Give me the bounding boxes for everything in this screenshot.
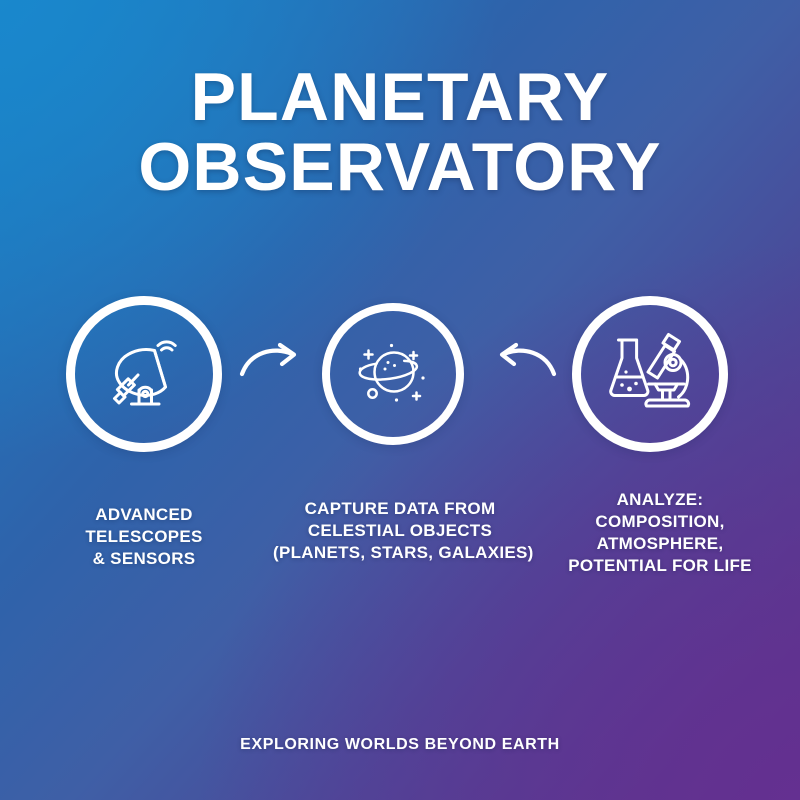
title-line-2: OBSERVATORY [138,129,662,205]
flask-microscope-icon [602,328,698,420]
flow-step-2-circle [322,303,464,445]
footer-tagline: EXPLORING WORLDS BEYOND EARTH [240,736,560,753]
curved-arrow-right-icon [238,340,304,389]
caption-step-2-line-2: CELESTIAL OBJECTS [307,521,493,540]
flow-step-1-circle [66,296,222,452]
flow-step-1 [66,296,222,452]
process-flow [0,296,800,476]
flow-step-2 [322,296,464,445]
flow-step-3-circle [572,296,728,452]
caption-step-3: ANALYZE: COMPOSITION, ATMOSPHERE, POTENT… [550,489,770,577]
caption-step-1: ADVANCED TELESCOPES & SENSORS [44,504,244,570]
title-line-1: PLANETARY [190,59,610,135]
page-title: PLANETARY OBSERVATORY [0,62,800,202]
satellite-dish-icon [98,328,190,420]
caption-step-2-line-3: (PLANETS, STARS, GALAXIES) [273,543,534,562]
caption-step-1-line-3: & SENSORS [92,549,196,568]
caption-step-1-line-2: TELESCOPES [85,527,203,546]
ringed-planet-icon [350,331,436,417]
caption-step-1-line-1: ADVANCED [95,505,193,524]
curved-arrow-left-icon [492,340,558,389]
caption-step-3-line-4: POTENTIAL FOR LIFE [568,556,752,575]
caption-step-3-line-3: ATMOSPHERE, [596,534,724,553]
caption-row: ADVANCED TELESCOPES & SENSORS CAPTURE DA… [0,490,800,608]
caption-step-3-line-1: ANALYZE: [616,490,704,509]
flow-step-3 [572,296,728,452]
caption-step-2: CAPTURE DATA FROM CELESTIAL OBJECTS (PLA… [273,498,534,564]
caption-step-3-line-2: COMPOSITION, [595,512,725,531]
caption-step-2-line-1: CAPTURE DATA FROM [304,499,496,518]
